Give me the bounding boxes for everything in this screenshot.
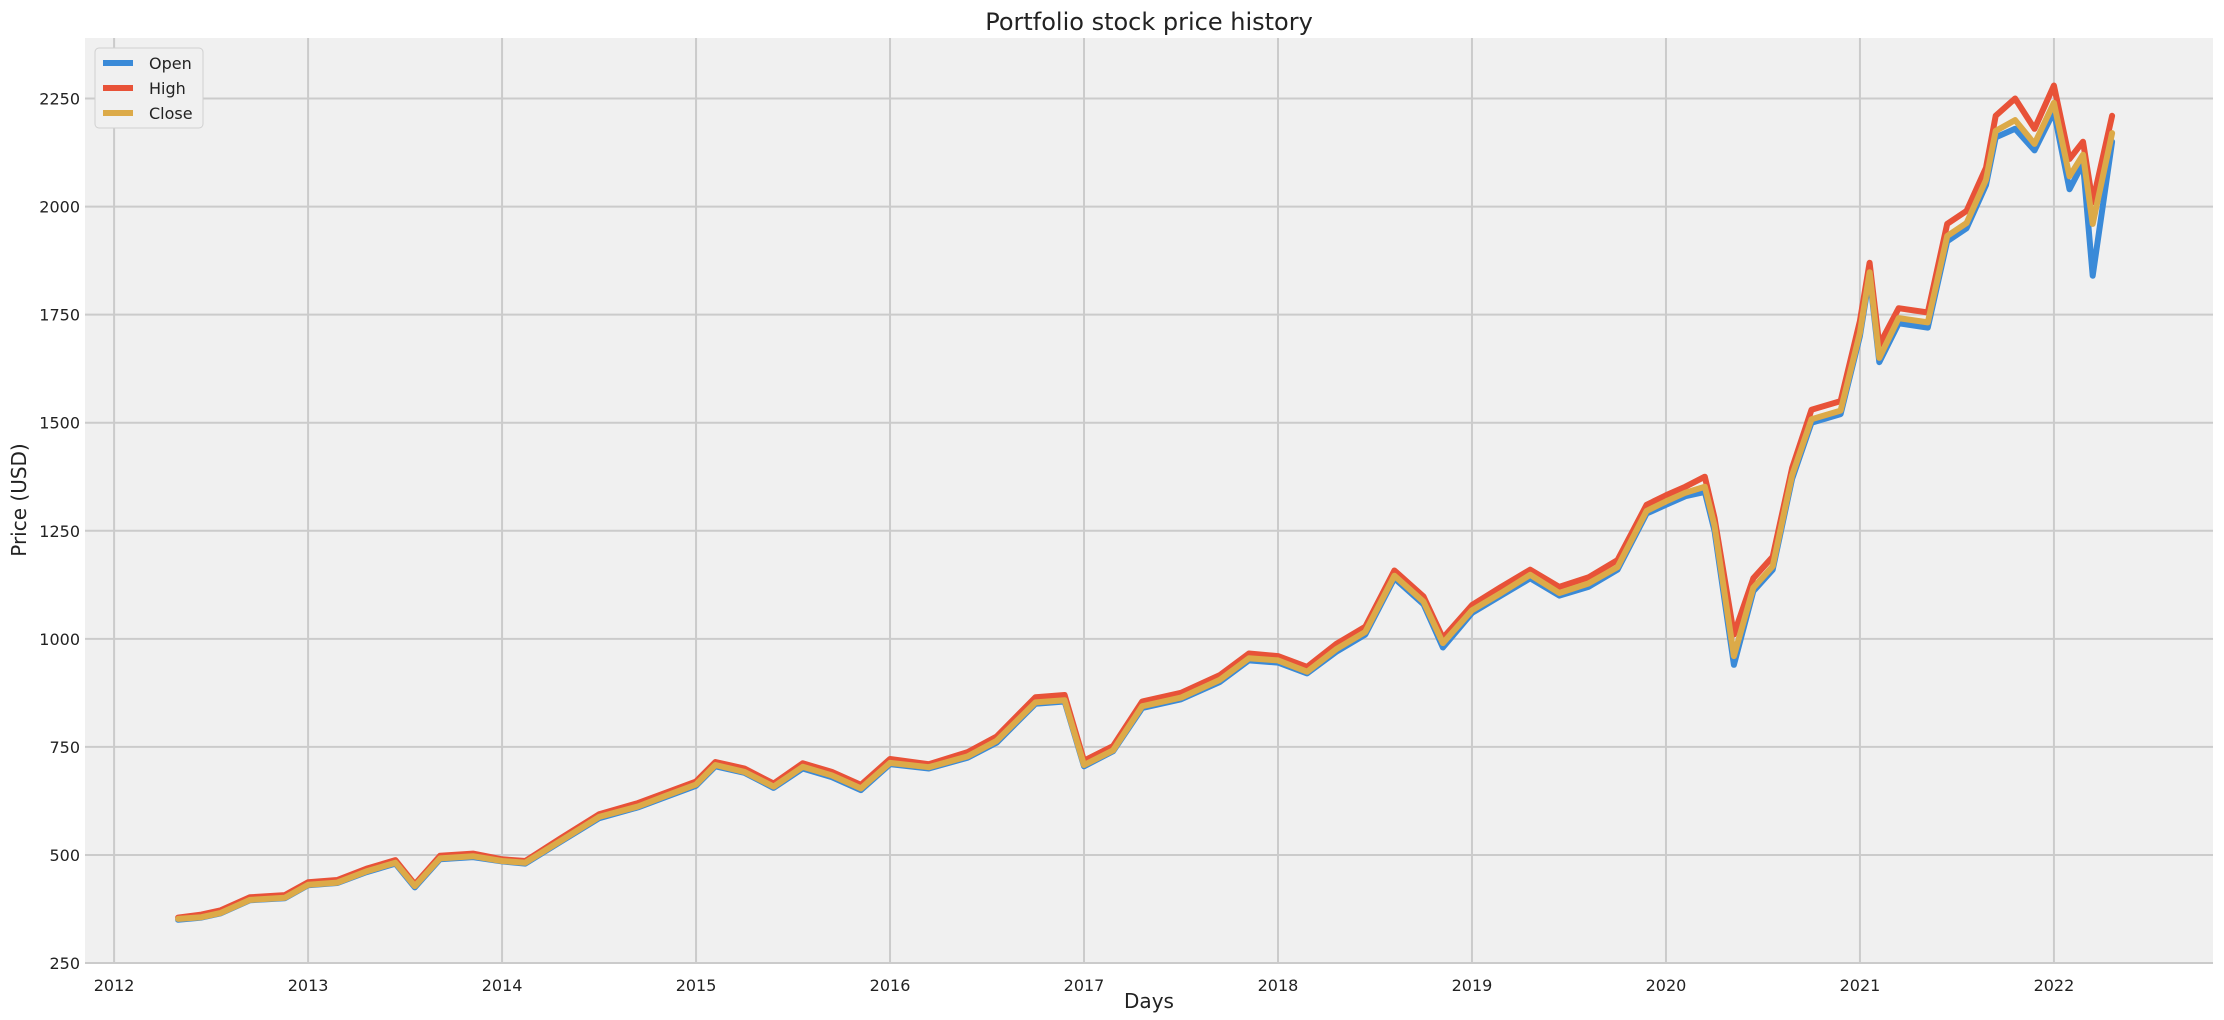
x-tick-label: 2021 [1840, 976, 1881, 995]
x-tick-label: 2012 [94, 976, 135, 995]
y-tick-label: 2250 [39, 90, 80, 109]
y-tick-label: 1250 [39, 522, 80, 541]
x-tick-label: 2019 [1452, 976, 1493, 995]
series-line-close [175, 99, 2116, 922]
legend-label-high: High [149, 79, 186, 98]
y-tick-label: 1500 [39, 414, 80, 433]
series-lines [175, 82, 2116, 923]
legend-label-close: Close [149, 104, 193, 123]
y-tick-label: 500 [49, 846, 80, 865]
x-tick-label: 2017 [1064, 976, 1105, 995]
y-tick-label: 1000 [39, 630, 80, 649]
y-tick-label: 250 [49, 954, 80, 973]
x-tick-label: 2022 [2034, 976, 2075, 995]
y-tick-label: 1750 [39, 306, 80, 325]
x-tick-label: 2016 [870, 976, 911, 995]
tick-labels: 2012 2013 2014 2015 2016 2017 2018 2019 2020 2021… [39, 90, 2074, 995]
legend: Open High Close [94, 47, 204, 129]
y-axis-title: Price (USD) [7, 443, 31, 557]
legend-box [94, 47, 204, 129]
grid-lines [85, 38, 2213, 964]
x-tick-label: 2013 [288, 976, 329, 995]
plot-area [85, 38, 2213, 963]
x-axis-title: Days [1124, 989, 1174, 1013]
chart-title: Portfolio stock price history [985, 8, 1313, 36]
x-tick-label: 2014 [482, 976, 523, 995]
y-tick-label: 750 [49, 738, 80, 757]
legend-label-open: Open [149, 54, 192, 73]
y-tick-label: 2000 [39, 198, 80, 217]
x-tick-label: 2015 [676, 976, 717, 995]
x-tick-label: 2018 [1258, 976, 1299, 995]
x-tick-label: 2020 [1646, 976, 1687, 995]
